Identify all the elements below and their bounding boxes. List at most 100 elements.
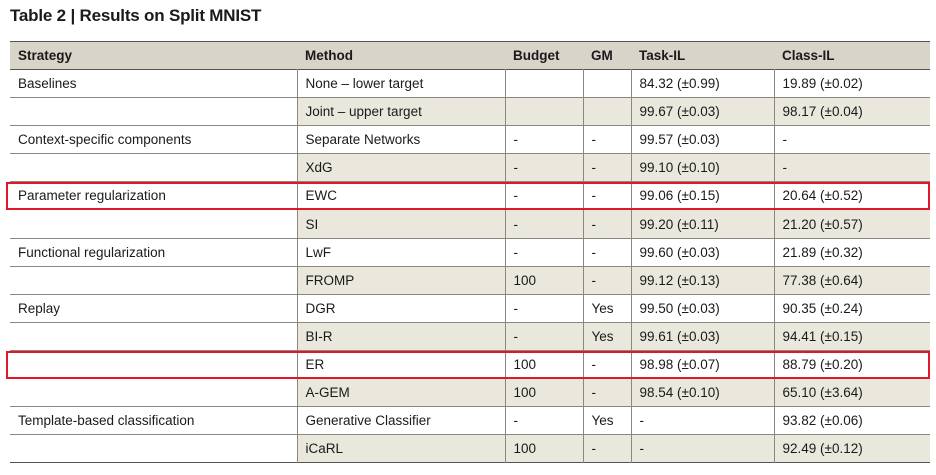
cell-class-il: - xyxy=(773,153,930,182)
table-row: Baselines None – lower target 84.32 (±0.99… xyxy=(10,69,930,98)
cell-gm: - xyxy=(582,238,631,267)
cell-method: A-GEM xyxy=(296,378,505,407)
cell-method: EWC xyxy=(296,181,505,210)
table-row: Replay DGR - Yes 99.50 (±0.03) 90.35 (±0.24) xyxy=(10,294,930,323)
cell-task-il: 99.57 (±0.03) xyxy=(630,125,774,154)
cell-budget xyxy=(504,69,583,98)
cell-strategy: Parameter regularization xyxy=(18,188,166,204)
cell-method: SI xyxy=(296,209,505,239)
cell-task-il: 99.60 (±0.03) xyxy=(630,238,774,267)
cell-budget: 100 xyxy=(504,266,583,295)
cell-budget: - xyxy=(504,181,583,210)
cell-method: iCaRL xyxy=(296,434,505,463)
cell-class-il: 21.20 (±0.57) xyxy=(773,209,930,239)
cell-task-il: 99.10 (±0.10) xyxy=(630,153,774,182)
cell-budget: - xyxy=(504,294,583,323)
cell-task-il: 99.06 (±0.15) xyxy=(630,181,774,210)
cell-task-il: 99.20 (±0.11) xyxy=(630,209,774,239)
cell-gm: - xyxy=(582,266,631,295)
table-row: Parameter regularization EWC - -99.06 (±0.1… xyxy=(10,181,930,210)
cell-gm: - xyxy=(582,434,631,463)
cell-strategy: Baselines xyxy=(18,76,77,92)
cell-class-il: 88.79 (±0.20) xyxy=(773,350,930,379)
header-gm: GM xyxy=(591,48,613,63)
cell-task-il: 98.98 (±0.07) xyxy=(630,350,774,379)
cell-strategy: Template-based classification xyxy=(18,413,195,429)
cell-class-il: 21.89 (±0.32) xyxy=(773,238,930,267)
table-row: FROMP 100-99.12 (±0.13) 77.38 (±0.64) xyxy=(10,266,930,295)
cell-task-il: 99.61 (±0.03) xyxy=(630,322,774,351)
cell-gm: - xyxy=(582,125,631,154)
cell-method: FROMP xyxy=(296,266,505,295)
table-body: Baselines None – lower target 84.32 (±0.99… xyxy=(10,69,930,463)
table-row: Joint – upper target 99.67 (±0.03) 98.17 (… xyxy=(10,97,930,126)
cell-gm xyxy=(582,97,631,126)
cell-method: LwF xyxy=(296,238,505,267)
cell-gm: Yes xyxy=(582,322,631,351)
cell-budget: - xyxy=(504,238,583,267)
cell-class-il: 20.64 (±0.52) xyxy=(773,181,930,210)
table-caption: Table 2 | Results on Split MNIST xyxy=(10,6,262,25)
cell-budget: 100 xyxy=(504,434,583,463)
table-row: Context-specific components Separate Netw… xyxy=(10,125,930,154)
cell-task-il: 98.54 (±0.10) xyxy=(630,378,774,407)
cell-task-il: - xyxy=(630,406,774,435)
cell-strategy xyxy=(10,322,297,350)
table-row: XdG - -99.10 (±0.10) - xyxy=(10,153,930,182)
table-row: ER 100-98.98 (±0.07) 88.79 (±0.20) xyxy=(10,350,930,379)
cell-strategy xyxy=(10,266,297,294)
cell-class-il: 77.38 (±0.64) xyxy=(773,266,930,295)
table-header: Strategy Method Budget GM Task-IL Class-… xyxy=(10,41,930,70)
cell-class-il: 94.41 (±0.15) xyxy=(773,322,930,351)
cell-task-il: 84.32 (±0.99) xyxy=(630,69,774,98)
cell-strategy: Context-specific components xyxy=(18,132,192,148)
table-row: Template-based classification Generative … xyxy=(10,406,930,435)
cell-task-il: 99.12 (±0.13) xyxy=(630,266,774,295)
cell-method: Generative Classifier xyxy=(296,406,505,435)
header-strategy: Strategy xyxy=(18,48,73,63)
cell-method: DGR xyxy=(296,294,505,323)
cell-budget: 100 xyxy=(504,350,583,379)
cell-budget: - xyxy=(504,209,583,239)
header-budget: Budget xyxy=(513,48,560,63)
cell-strategy: Functional regularization xyxy=(18,244,166,260)
cell-gm: Yes xyxy=(582,406,631,435)
cell-strategy xyxy=(10,154,297,182)
cell-gm xyxy=(582,69,631,98)
cell-strategy xyxy=(10,350,297,378)
cell-class-il: - xyxy=(773,125,930,154)
cell-strategy xyxy=(10,435,297,463)
cell-strategy: Replay xyxy=(18,300,61,316)
cell-task-il: 99.50 (±0.03) xyxy=(630,294,774,323)
header-task-il: Task-IL xyxy=(639,48,686,63)
cell-budget: - xyxy=(504,153,583,182)
cell-strategy xyxy=(10,98,297,126)
cell-gm: - xyxy=(582,378,631,407)
cell-budget xyxy=(504,97,583,126)
cell-method: XdG xyxy=(296,153,505,182)
cell-method: BI-R xyxy=(296,322,505,351)
cell-class-il: 93.82 (±0.06) xyxy=(773,406,930,435)
table-row: BI-R - Yes 99.61 (±0.03) 94.41 (±0.15) xyxy=(10,322,930,351)
table-row: SI - -99.20 (±0.11) 21.20 (±0.57) xyxy=(10,209,930,239)
cell-method: Separate Networks xyxy=(296,125,505,154)
table-row: A-GEM 100-98.54 (±0.10) 65.10 (±3.64) xyxy=(10,378,930,407)
cell-method: ER xyxy=(296,350,505,379)
cell-gm: - xyxy=(582,181,631,210)
cell-method: None – lower target xyxy=(296,69,505,98)
cell-class-il: 90.35 (±0.24) xyxy=(773,294,930,323)
cell-budget: - xyxy=(504,322,583,351)
cell-gm: - xyxy=(582,153,631,182)
cell-class-il: 92.49 (±0.12) xyxy=(773,434,930,463)
header-method: Method xyxy=(305,48,353,63)
header-class-il: Class-IL xyxy=(782,48,835,63)
cell-strategy xyxy=(10,379,297,407)
cell-gm: - xyxy=(582,209,631,239)
cell-budget: - xyxy=(504,125,583,154)
cell-task-il: - xyxy=(630,434,774,463)
cell-budget: 100 xyxy=(504,378,583,407)
cell-budget: - xyxy=(504,406,583,435)
results-table: Strategy Method Budget GM Task-IL Class-… xyxy=(10,41,930,463)
cell-class-il: 19.89 (±0.02) xyxy=(773,69,930,98)
cell-class-il: 98.17 (±0.04) xyxy=(773,97,930,126)
